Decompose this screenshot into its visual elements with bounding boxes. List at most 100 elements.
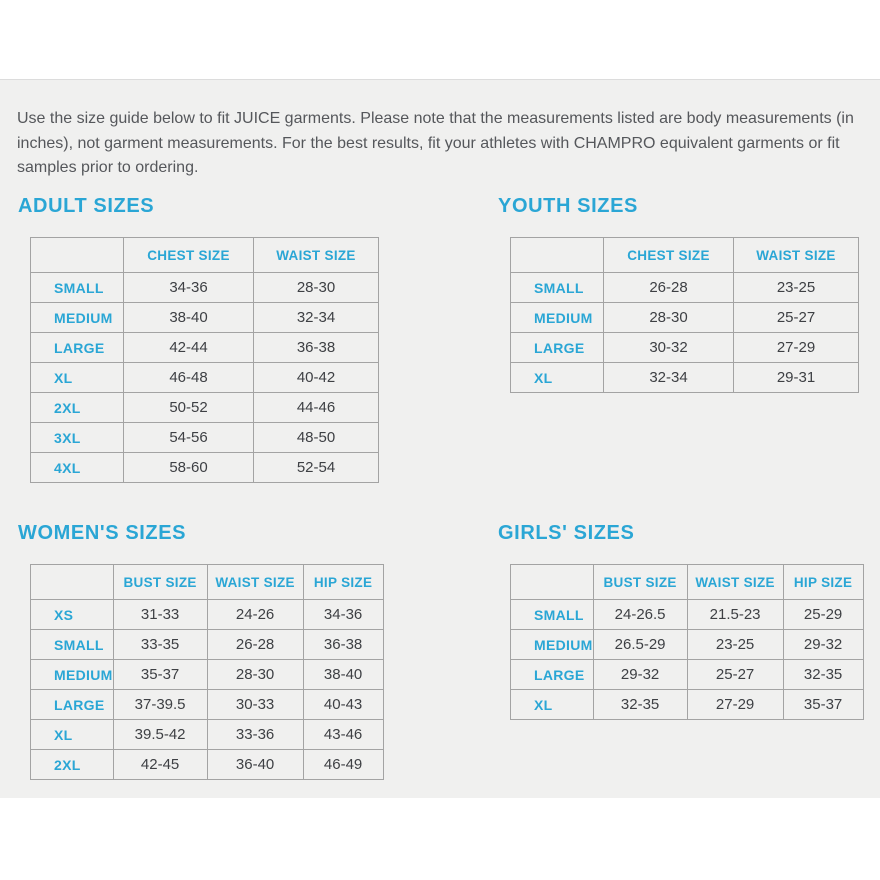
youth-sizes-title: YOUTH SIZES [498, 195, 638, 217]
measurement-value: 33-35 [112, 629, 208, 660]
header-row: CHEST SIZE WAIST SIZE [510, 237, 859, 273]
size-row: LARGE 42-44 36-38 [30, 332, 379, 363]
size-label: 2XL [30, 392, 124, 423]
measurement-value: 40-43 [302, 689, 384, 720]
size-row: SMALL 24-26.5 21.5-23 25-29 [510, 599, 864, 630]
size-row: XL 32-35 27-29 35-37 [510, 689, 864, 720]
header-row: BUST SIZE WAIST SIZE HIP SIZE [510, 564, 864, 600]
size-label: XL [30, 719, 114, 750]
corner-cell [510, 564, 594, 600]
measurement-value: 26-28 [603, 272, 734, 303]
size-label: XL [30, 362, 124, 393]
column-header: HIP SIZE [302, 564, 384, 600]
measurement-value: 58-60 [123, 452, 254, 483]
measurement-value: 30-32 [603, 332, 734, 363]
womens-sizes-section: WOMEN'S SIZES BUST SIZE WAIST SIZE HIP SIZ… [18, 522, 458, 780]
measurement-value: 25-27 [686, 659, 784, 690]
measurement-value: 32-35 [592, 689, 688, 720]
measurement-value: 38-40 [123, 302, 254, 333]
size-label: MEDIUM [30, 659, 114, 690]
adult-sizes-section: ADULT SIZES CHEST SIZE WAIST SIZE SMALL 34-… [18, 195, 458, 483]
measurement-value: 48-50 [253, 422, 379, 453]
measurement-value: 38-40 [302, 659, 384, 690]
girls-sizes-section: GIRLS' SIZES BUST SIZE WAIST SIZE HIP SIZE… [498, 522, 870, 720]
measurement-value: 44-46 [253, 392, 379, 423]
adult-sizes-title: ADULT SIZES [18, 195, 155, 217]
size-label: SMALL [30, 272, 124, 303]
measurement-value: 52-54 [253, 452, 379, 483]
size-label: SMALL [30, 629, 114, 660]
measurement-value: 21.5-23 [686, 599, 784, 630]
measurement-value: 37-39.5 [112, 689, 208, 720]
measurement-value: 32-35 [782, 659, 864, 690]
size-row: SMALL 34-36 28-30 [30, 272, 379, 303]
measurement-value: 42-44 [123, 332, 254, 363]
size-row: 4XL 58-60 52-54 [30, 452, 379, 483]
corner-cell [30, 237, 124, 273]
measurement-value: 36-38 [302, 629, 384, 660]
size-row: XL 32-34 29-31 [510, 362, 859, 393]
size-label: 4XL [30, 452, 124, 483]
measurement-value: 27-29 [686, 689, 784, 720]
header-row: BUST SIZE WAIST SIZE HIP SIZE [30, 564, 384, 600]
size-label: XS [30, 599, 114, 630]
measurement-value: 36-40 [206, 749, 304, 780]
size-label: LARGE [30, 689, 114, 720]
youth-sizes-section: YOUTH SIZES CHEST SIZE WAIST SIZE SMALL 26-… [498, 195, 870, 393]
measurement-value: 33-36 [206, 719, 304, 750]
size-label: XL [510, 362, 604, 393]
womens-sizes-table: BUST SIZE WAIST SIZE HIP SIZE XS 31-33 24-26 3… [30, 564, 384, 780]
size-row: MEDIUM 35-37 28-30 38-40 [30, 659, 384, 690]
measurement-value: 26.5-29 [592, 629, 688, 660]
size-row: 2XL 42-45 36-40 46-49 [30, 749, 384, 780]
size-row: MEDIUM 28-30 25-27 [510, 302, 859, 333]
column-header: BUST SIZE [112, 564, 208, 600]
measurement-value: 39.5-42 [112, 719, 208, 750]
measurement-value: 54-56 [123, 422, 254, 453]
size-label: SMALL [510, 272, 604, 303]
measurement-value: 36-38 [253, 332, 379, 363]
size-row: 2XL 50-52 44-46 [30, 392, 379, 423]
measurement-value: 26-28 [206, 629, 304, 660]
measurement-value: 31-33 [112, 599, 208, 630]
size-row: XS 31-33 24-26 34-36 [30, 599, 384, 630]
measurement-value: 42-45 [112, 749, 208, 780]
measurement-value: 25-27 [733, 302, 859, 333]
column-header: CHEST SIZE [603, 237, 734, 273]
corner-cell [510, 237, 604, 273]
measurement-value: 35-37 [112, 659, 208, 690]
measurement-value: 43-46 [302, 719, 384, 750]
measurement-value: 34-36 [302, 599, 384, 630]
womens-sizes-title: WOMEN'S SIZES [18, 522, 187, 544]
column-header: WAIST SIZE [253, 237, 379, 273]
youth-sizes-table: CHEST SIZE WAIST SIZE SMALL 26-28 23-25 MEDIU… [510, 237, 859, 393]
measurement-value: 32-34 [253, 302, 379, 333]
measurement-value: 27-29 [733, 332, 859, 363]
intro-paragraph: Use the size guide below to fit JUICE ga… [17, 110, 854, 176]
corner-cell [30, 564, 114, 600]
measurement-value: 29-31 [733, 362, 859, 393]
size-row: LARGE 30-32 27-29 [510, 332, 859, 363]
measurement-value: 32-34 [603, 362, 734, 393]
size-guide-panel: Use the size guide below to fit JUICE ga… [0, 79, 880, 798]
size-label: LARGE [510, 659, 594, 690]
measurement-value: 35-37 [782, 689, 864, 720]
size-label: 3XL [30, 422, 124, 453]
measurement-value: 28-30 [253, 272, 379, 303]
measurement-value: 34-36 [123, 272, 254, 303]
column-header: CHEST SIZE [123, 237, 254, 273]
size-row: SMALL 26-28 23-25 [510, 272, 859, 303]
column-header: BUST SIZE [592, 564, 688, 600]
size-label: MEDIUM [510, 629, 594, 660]
measurement-value: 28-30 [206, 659, 304, 690]
adult-sizes-table: CHEST SIZE WAIST SIZE SMALL 34-36 28-30 MEDIU… [30, 237, 379, 483]
measurement-value: 24-26.5 [592, 599, 688, 630]
size-row: LARGE 29-32 25-27 32-35 [510, 659, 864, 690]
measurement-value: 23-25 [733, 272, 859, 303]
size-label: 2XL [30, 749, 114, 780]
size-row: XL 39.5-42 33-36 43-46 [30, 719, 384, 750]
column-header: WAIST SIZE [733, 237, 859, 273]
measurement-value: 23-25 [686, 629, 784, 660]
girls-sizes-title: GIRLS' SIZES [498, 522, 635, 544]
header-row: CHEST SIZE WAIST SIZE [30, 237, 379, 273]
